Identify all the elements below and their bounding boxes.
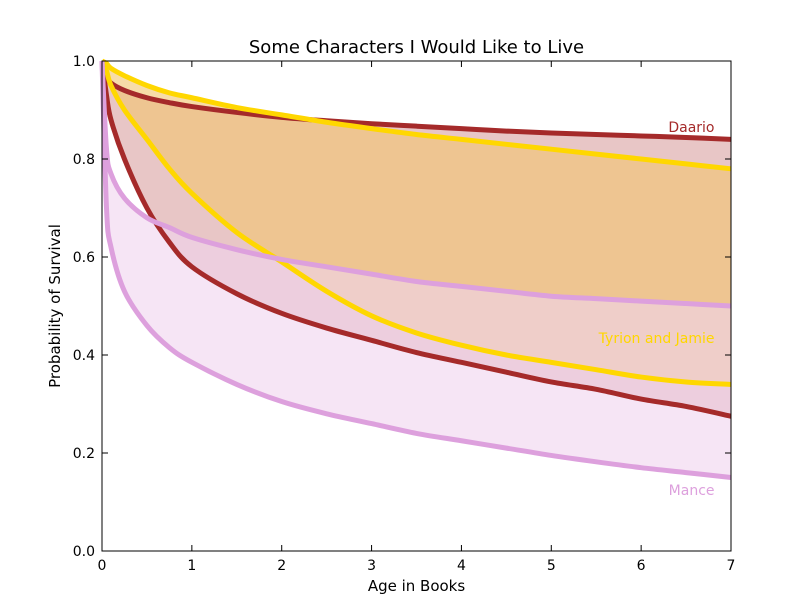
x-tick-label: 0: [98, 558, 107, 574]
y-tick-label: 0.2: [73, 446, 95, 462]
series-labels: Daario Tyrion and Jamie Mance: [598, 120, 715, 499]
line-daario-lower: [99, 60, 732, 419]
x-tick-label: 3: [367, 558, 376, 574]
series-label-daario: Daario: [668, 120, 714, 136]
y-tick-label: 0.4: [73, 348, 95, 364]
x-axis-label: Age in Books: [368, 577, 466, 595]
y-tick-label: 0.0: [73, 544, 95, 560]
y-axis-label: Probability of Survival: [46, 224, 64, 388]
x-tick-label: 1: [187, 558, 196, 574]
plot-frame: [101, 60, 732, 552]
chart-title: Some Characters I Would Like to Live: [249, 37, 584, 58]
y-tick-label: 0.6: [73, 250, 95, 266]
series-label-mance: Mance: [669, 483, 715, 499]
line-mance-lower: [99, 60, 732, 480]
x-tick-label: 4: [457, 558, 466, 574]
x-tick-label: 6: [637, 558, 646, 574]
axis-ticks: 0 1 2 3 4 5 6 7 0.0 0.2 0.4 0.6 0.8 1.0: [73, 54, 736, 574]
band-mance: [102, 61, 731, 478]
y-tick-label: 1.0: [73, 54, 95, 70]
series-lines: [99, 58, 732, 480]
x-tick-label: 2: [277, 558, 286, 574]
line-tyrion-and-jamie-lower: [99, 59, 732, 387]
y-tick-label: 0.8: [73, 152, 95, 168]
line-mance-upper: [99, 60, 732, 309]
line-tyrion-and-jamie-upper: [100, 58, 732, 172]
x-tick-label: 7: [727, 558, 736, 574]
x-tick-label: 5: [547, 558, 556, 574]
series-label-tyrion-and-jamie: Tyrion and Jamie: [598, 331, 715, 347]
